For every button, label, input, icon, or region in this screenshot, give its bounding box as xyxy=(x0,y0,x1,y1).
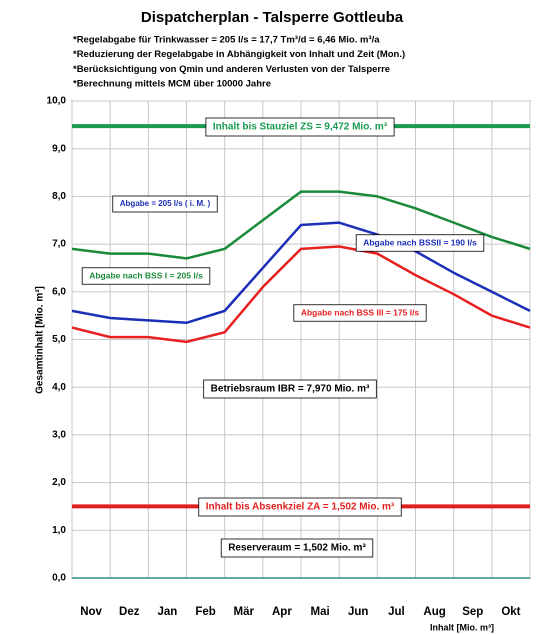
annotation-box xyxy=(355,234,485,252)
annotation-box xyxy=(220,538,374,558)
series-line xyxy=(71,221,531,325)
x-tick-label: Jan xyxy=(158,606,178,618)
annotation-box xyxy=(205,117,395,137)
y-tick-label: 1,0 xyxy=(52,525,66,536)
x-tick-label: Apr xyxy=(272,606,292,618)
x-tick-label: Jun xyxy=(348,606,368,618)
series-line xyxy=(71,245,531,344)
annotation-box xyxy=(112,195,218,213)
annotation: Abgabe nach BSSII = 190 l/s xyxy=(363,237,477,247)
y-tick-label: 7,0 xyxy=(52,239,66,250)
annotation: Betriebsraum IBR = 7,970 Mio. m³ xyxy=(211,384,370,395)
annotation-box xyxy=(293,304,427,322)
x-tick-label: Dez xyxy=(119,606,140,618)
chart-title: Dispatcherplan - Talsperre Gottleuba xyxy=(141,9,404,26)
annotation: Inhalt bis Absenkziel ZA = 1,502 Mio. m³ xyxy=(206,502,395,513)
x-tick-label: Feb xyxy=(195,606,215,618)
annotation-box xyxy=(203,379,377,399)
note: *Berechnung mittels MCM über 10000 Jahre xyxy=(73,79,271,90)
annotation: Abgabe nach BSS I = 205 l/s xyxy=(89,270,203,280)
note: *Berücksichtigung von Qmin und anderen V… xyxy=(73,64,390,75)
annotation: Abgabe nach BSS III = 175 l/s xyxy=(301,307,420,317)
annotation-box xyxy=(198,497,402,517)
y-tick-label: 4,0 xyxy=(52,382,66,393)
annotation: Reserveraum = 1,502 Mio. m³ xyxy=(228,543,366,554)
y-tick-label: 6,0 xyxy=(52,286,66,297)
y-axis-label: Gesamtinhalt [Mio. m³] xyxy=(35,286,46,394)
x-tick-label: Mai xyxy=(310,606,329,618)
y-tick-label: 9,0 xyxy=(52,143,66,154)
y-tick-label: 5,0 xyxy=(52,334,66,345)
annotation: Abgabe = 205 l/s ( i. M. ) xyxy=(120,199,211,208)
y-tick-label: 10,0 xyxy=(47,96,67,107)
annotation: Inhalt bis Stauziel ZS = 9,472 Mio. m³ xyxy=(213,122,388,133)
y-tick-label: 8,0 xyxy=(52,191,66,202)
note: *Reduzierung der Regelabgabe in Abhängig… xyxy=(73,49,405,60)
x-tick-label: Nov xyxy=(80,606,102,618)
x-tick-label: Aug xyxy=(423,606,445,618)
x-tick-label: Sep xyxy=(462,606,483,618)
note: *Regelabgabe für Trinkwasser = 205 l/s =… xyxy=(73,35,380,46)
y-tick-label: 3,0 xyxy=(52,430,66,441)
x-axis-label: Inhalt [Mio. m³] xyxy=(430,622,494,632)
y-tick-label: 2,0 xyxy=(52,477,66,488)
x-tick-label: Jul xyxy=(388,606,405,618)
x-tick-label: Okt xyxy=(501,606,520,618)
x-tick-label: Mär xyxy=(234,606,255,618)
annotation-box xyxy=(81,267,211,285)
y-tick-label: 0,0 xyxy=(52,573,66,584)
series-line xyxy=(71,190,531,260)
